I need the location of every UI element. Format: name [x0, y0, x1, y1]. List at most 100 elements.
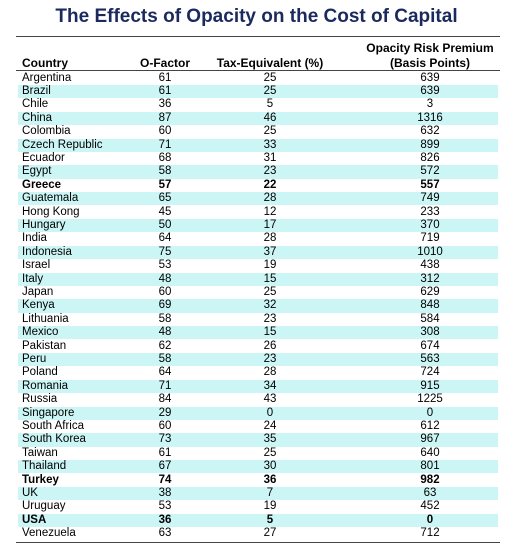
number-cell: 712 [420, 527, 440, 540]
number-cell: 29 [158, 406, 172, 419]
column-header: O-Factor [139, 56, 190, 70]
number-cell: 61 [158, 84, 172, 97]
number-cell: 674 [420, 339, 440, 352]
country-cell: Kenya [22, 299, 55, 312]
number-cell: 5 [266, 98, 274, 111]
country-cell: Taiwan [22, 446, 58, 459]
number-cell: 63 [423, 486, 437, 499]
number-cell: 24 [263, 419, 277, 432]
table-row: Hungary 50 17 370 [18, 218, 498, 233]
country-cell: Pakistan [22, 339, 67, 352]
number-cell: 17 [263, 218, 277, 231]
number-cell: 37 [263, 245, 277, 258]
number-cell: 71 [158, 379, 172, 392]
country-cell: USA [22, 513, 47, 526]
number-cell: 801 [420, 460, 440, 473]
table-row: Turkey 74 36 982 [18, 474, 498, 487]
number-cell: 32 [263, 299, 277, 312]
column-header: Country [22, 56, 68, 70]
number-cell: 43 [263, 393, 277, 406]
number-cell: 68 [158, 151, 172, 164]
column-header: Tax-Equivalent (%) [216, 56, 324, 70]
number-cell: 27 [263, 527, 277, 540]
column-header: Opacity Risk Premium [366, 41, 494, 55]
number-cell: 61 [158, 446, 172, 459]
number-cell: 612 [420, 419, 440, 432]
country-cell: South Africa [22, 419, 85, 432]
number-cell: 35 [263, 433, 277, 446]
column-header: (Basis Points) [389, 56, 470, 70]
number-cell: 0 [266, 406, 274, 419]
number-cell: 632 [420, 125, 440, 138]
number-cell: 31 [263, 151, 277, 164]
table-row: South Africa 60 24 612 [18, 420, 498, 433]
number-cell: 58 [158, 312, 172, 325]
country-cell: Poland [22, 366, 58, 379]
table-row: Japan 60 25 629 [18, 286, 498, 299]
country-cell: Singapore [22, 406, 75, 419]
number-cell: 25 [263, 125, 277, 138]
country-cell: Romania [22, 379, 69, 392]
country-cell: Japan [22, 285, 54, 298]
number-cell: 370 [420, 218, 440, 231]
number-cell: 1316 [417, 111, 443, 124]
table-row: Mexico 48 15 308 [18, 326, 498, 340]
number-cell: 0 [426, 406, 434, 419]
number-cell: 53 [158, 500, 172, 513]
table-row: South Korea 73 35 967 [18, 433, 498, 447]
country-cell: Israel [22, 259, 51, 272]
number-cell: 71 [158, 138, 172, 151]
table-row: Poland 64 28 724 [18, 366, 498, 379]
number-cell: 19 [263, 259, 277, 272]
number-cell: 74 [158, 473, 172, 486]
number-cell: 584 [420, 312, 440, 325]
number-cell: 452 [420, 500, 440, 513]
number-cell: 34 [263, 379, 277, 392]
number-cell: 22 [263, 178, 277, 191]
number-cell: 28 [263, 232, 277, 245]
table-row: China 87 46 1316 [18, 111, 498, 126]
table-row: Egypt 58 23 572 [18, 165, 498, 179]
table-row: Venezuela 63 27 712 [18, 527, 498, 540]
number-cell: 312 [420, 272, 440, 285]
number-cell: 48 [158, 326, 172, 339]
table-row: Lithuania 58 23 584 [18, 313, 498, 326]
country-cell: Turkey [22, 473, 59, 486]
country-cell: Venezuela [22, 527, 76, 540]
table-row: Uruguay 53 19 452 [18, 500, 498, 513]
header-rule [16, 70, 500, 71]
table-row: UK 38 7 63 [18, 486, 498, 501]
number-cell: 1010 [417, 245, 443, 258]
number-cell: 25 [263, 285, 277, 298]
number-cell: 28 [263, 192, 277, 205]
table-row: Brazil 61 25 639 [18, 84, 498, 99]
number-cell: 233 [420, 205, 440, 218]
number-cell: 719 [420, 232, 440, 245]
table-row: Israel 53 19 438 [18, 259, 498, 272]
number-cell: 438 [420, 259, 440, 272]
number-cell: 19 [263, 500, 277, 513]
country-cell: Indonesia [22, 245, 72, 258]
title: The Effects of Opacity on the Cost of Ca… [55, 6, 458, 27]
country-cell: Uruguay [22, 500, 66, 513]
title-rule [16, 36, 500, 37]
number-cell: 64 [158, 366, 172, 379]
country-cell: Egypt [22, 165, 52, 178]
number-cell: 572 [420, 165, 440, 178]
number-cell: 75 [158, 245, 172, 258]
number-cell: 23 [263, 165, 277, 178]
country-cell: Greece [22, 178, 62, 191]
country-cell: South Korea [22, 433, 86, 446]
number-cell: 67 [158, 460, 172, 473]
table-row: Indonesia 75 37 1010 [18, 245, 498, 260]
table-row: Greece 57 22 557 [18, 179, 498, 192]
number-cell: 848 [420, 299, 440, 312]
number-cell: 724 [420, 366, 440, 379]
number-cell: 58 [158, 165, 172, 178]
number-cell: 639 [420, 84, 440, 97]
table-row: Ecuador 68 31 826 [18, 152, 498, 165]
number-cell: 23 [263, 312, 277, 325]
table-row: Kenya 69 32 848 [18, 299, 498, 313]
number-cell: 15 [263, 272, 277, 285]
number-cell: 36 [158, 513, 172, 526]
